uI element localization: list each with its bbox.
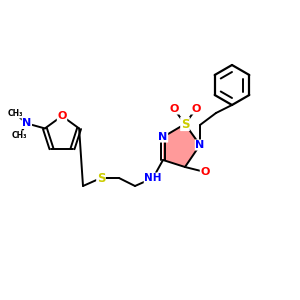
Text: N: N (158, 132, 168, 142)
Polygon shape (163, 124, 200, 167)
Text: O: O (191, 104, 201, 114)
Text: S: S (181, 118, 189, 130)
Text: O: O (200, 167, 210, 177)
Text: N: N (22, 118, 32, 128)
Text: N: N (195, 140, 205, 150)
Text: CH₃: CH₃ (11, 131, 27, 140)
Text: CH₃: CH₃ (7, 109, 22, 118)
Text: NH: NH (144, 173, 162, 183)
Text: S: S (97, 172, 105, 184)
Text: O: O (57, 111, 67, 121)
Text: O: O (169, 104, 179, 114)
